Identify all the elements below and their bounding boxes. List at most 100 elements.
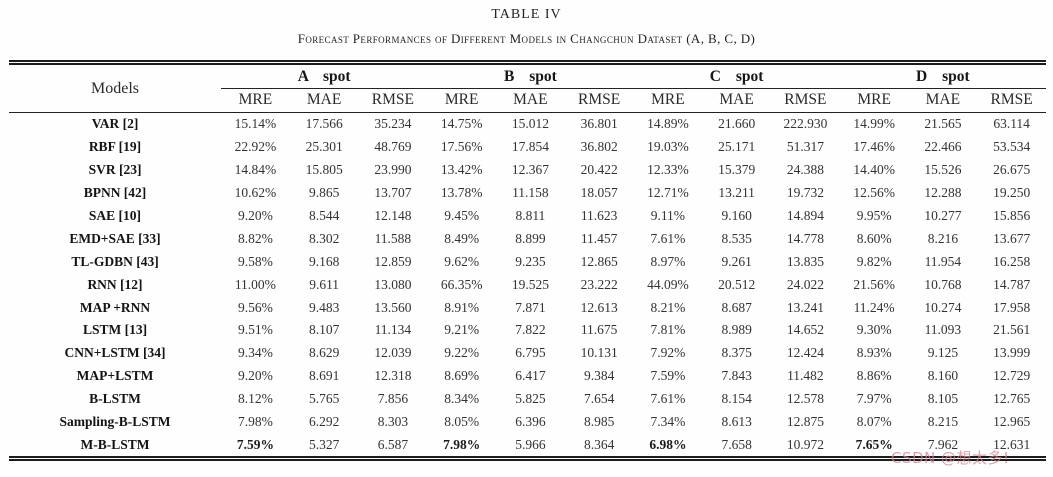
- metric-header: MAE: [702, 88, 771, 113]
- model-name: SVR [23]: [88, 162, 142, 178]
- metric-value: 8.107: [308, 322, 340, 338]
- metric-value: 15.012: [511, 116, 549, 132]
- metric-value: 13.080: [374, 276, 412, 292]
- metric-value: 12.613: [580, 299, 618, 315]
- metric-value: 9.20%: [237, 208, 273, 223]
- metric-value: 7.98%: [237, 414, 273, 430]
- metric-value: 9.30%: [856, 322, 892, 338]
- metric-value: 8.97%: [650, 253, 686, 269]
- metric-value: 14.99%: [853, 116, 895, 132]
- metric-header-row: MRE MAE RMSE MRE MAE RMSE MRE MAE RMSE MRE MAE RMSE: [9, 88, 1046, 113]
- metric-value: 9.20%: [237, 368, 273, 384]
- metric-value: 7.843: [721, 368, 752, 384]
- metric-value: 11.588: [374, 230, 412, 246]
- metric-value: 10.274: [924, 299, 962, 315]
- metric-value: 7.654: [583, 391, 615, 407]
- metric-value: 8.154: [721, 391, 752, 407]
- metric-value: 12.631: [993, 436, 1031, 452]
- metric-value: 13.999: [993, 345, 1031, 361]
- metric-value: 5.966: [515, 436, 546, 452]
- metric-value: 9.160: [721, 208, 752, 223]
- metric-value: 7.61%: [650, 391, 686, 407]
- metric-value: 8.302: [308, 230, 340, 246]
- metric-value: 51.317: [786, 139, 824, 155]
- metric-value: 12.865: [580, 253, 618, 269]
- metric-value: 12.578: [786, 391, 824, 407]
- metric-value: 9.51%: [237, 322, 273, 338]
- model-name: TL-GDBN [43]: [71, 253, 159, 269]
- metric-value: 8.985: [583, 414, 615, 430]
- model-name: CNN+LSTM [34]: [64, 345, 166, 361]
- metric-value: 9.168: [308, 253, 340, 269]
- metric-header: MRE: [221, 88, 290, 113]
- metric-value: 9.125: [927, 345, 959, 361]
- metric-value: 8.811: [515, 208, 546, 223]
- metric-value: 15.526: [924, 162, 962, 178]
- metric-value: 16.258: [993, 253, 1031, 269]
- table-row: TL-GDBN [43] 9.58% 9.168 12.859 9.62% 9.235 12…: [9, 250, 1046, 273]
- metric-value: 17.56%: [440, 139, 483, 155]
- metric-value: 11.457: [580, 230, 618, 246]
- metric-value: 8.691: [308, 368, 340, 384]
- metric-value: 12.965: [993, 414, 1031, 430]
- metric-value: 10.131: [580, 345, 618, 361]
- metric-value: 12.859: [374, 253, 412, 269]
- metric-value: 8.82%: [237, 230, 273, 246]
- group-header: A spot: [221, 62, 428, 89]
- metric-value: 11.954: [924, 253, 962, 269]
- metric-value: 48.769: [374, 139, 412, 155]
- metric-value: 9.34%: [237, 345, 273, 361]
- metric-value: 9.82%: [856, 253, 892, 269]
- metric-value: 8.60%: [856, 230, 892, 246]
- metric-value: 9.58%: [237, 253, 273, 269]
- metric-value: 8.535: [721, 230, 752, 246]
- metric-value: 8.899: [515, 230, 546, 246]
- metric-value: 20.512: [718, 276, 756, 292]
- metric-value: 12.424: [786, 345, 824, 361]
- metric-value: 9.11%: [650, 208, 686, 223]
- group-header-row: Models A spot B spot C spot D spot: [9, 62, 1046, 113]
- metric-value: 8.21%: [650, 299, 686, 315]
- model-name: M-B-LSTM: [80, 436, 150, 452]
- metric-value: 8.216: [927, 230, 959, 246]
- metric-value: 6.587: [377, 436, 409, 452]
- metric-value: 7.92%: [650, 345, 686, 361]
- metric-value: 13.560: [374, 299, 412, 315]
- metric-value: 17.46%: [853, 139, 895, 155]
- table-row: B-LSTM 8.12% 5.765 7.856 8.34% 5.825 7.654 7.61…: [9, 388, 1046, 411]
- table-row: VAR [2] 15.14% 17.566 35.234 14.75% 15.012 36.…: [9, 113, 1046, 136]
- table-row: SAE [10] 9.20% 8.544 12.148 9.45% 8.811 11.623…: [9, 205, 1046, 228]
- models-column-header: Models: [9, 62, 221, 113]
- metric-value: 11.675: [580, 322, 618, 338]
- metric-value: 12.33%: [647, 162, 689, 178]
- metric-value: 8.160: [927, 368, 959, 384]
- metric-value: 23.990: [374, 162, 412, 178]
- metric-value: 9.611: [309, 276, 340, 292]
- metric-value: 12.148: [374, 208, 412, 223]
- metric-value: 12.765: [993, 391, 1031, 407]
- group-header: B spot: [427, 62, 634, 89]
- metric-value: 7.97%: [856, 391, 892, 407]
- metric-value: 24.022: [786, 276, 824, 292]
- metric-value: 6.98%: [649, 436, 687, 452]
- metric-value: 8.05%: [444, 414, 480, 430]
- metric-value: 14.778: [786, 230, 824, 246]
- metric-value: 21.561: [993, 322, 1031, 338]
- metric-value: 21.660: [718, 116, 756, 132]
- metric-value: 9.21%: [444, 322, 480, 338]
- model-name: Sampling-B-LSTM: [59, 414, 171, 430]
- metric-value: 11.093: [924, 322, 962, 338]
- metric-value: 22.92%: [234, 139, 277, 155]
- table-row: CNN+LSTM [34] 9.34% 8.629 12.039 9.22% 6.795 1…: [9, 342, 1046, 365]
- metric-value: 17.958: [993, 299, 1031, 315]
- table-row: EMD+SAE [33] 8.82% 8.302 11.588 8.49% 8.899 11…: [9, 227, 1046, 250]
- metric-value: 17.854: [511, 139, 549, 155]
- table-row: MAP +RNN 9.56% 9.483 13.560 8.91% 7.871 12.613…: [9, 296, 1046, 319]
- table-row: RNN [12] 11.00% 9.611 13.080 66.35% 19.525 23.…: [9, 273, 1046, 296]
- metric-value: 25.301: [305, 139, 343, 155]
- metric-value: 13.241: [786, 299, 824, 315]
- metric-value: 19.525: [511, 276, 549, 292]
- metric-value: 7.98%: [443, 436, 481, 452]
- metric-value: 15.14%: [234, 116, 277, 132]
- model-name: RBF [19]: [88, 139, 142, 155]
